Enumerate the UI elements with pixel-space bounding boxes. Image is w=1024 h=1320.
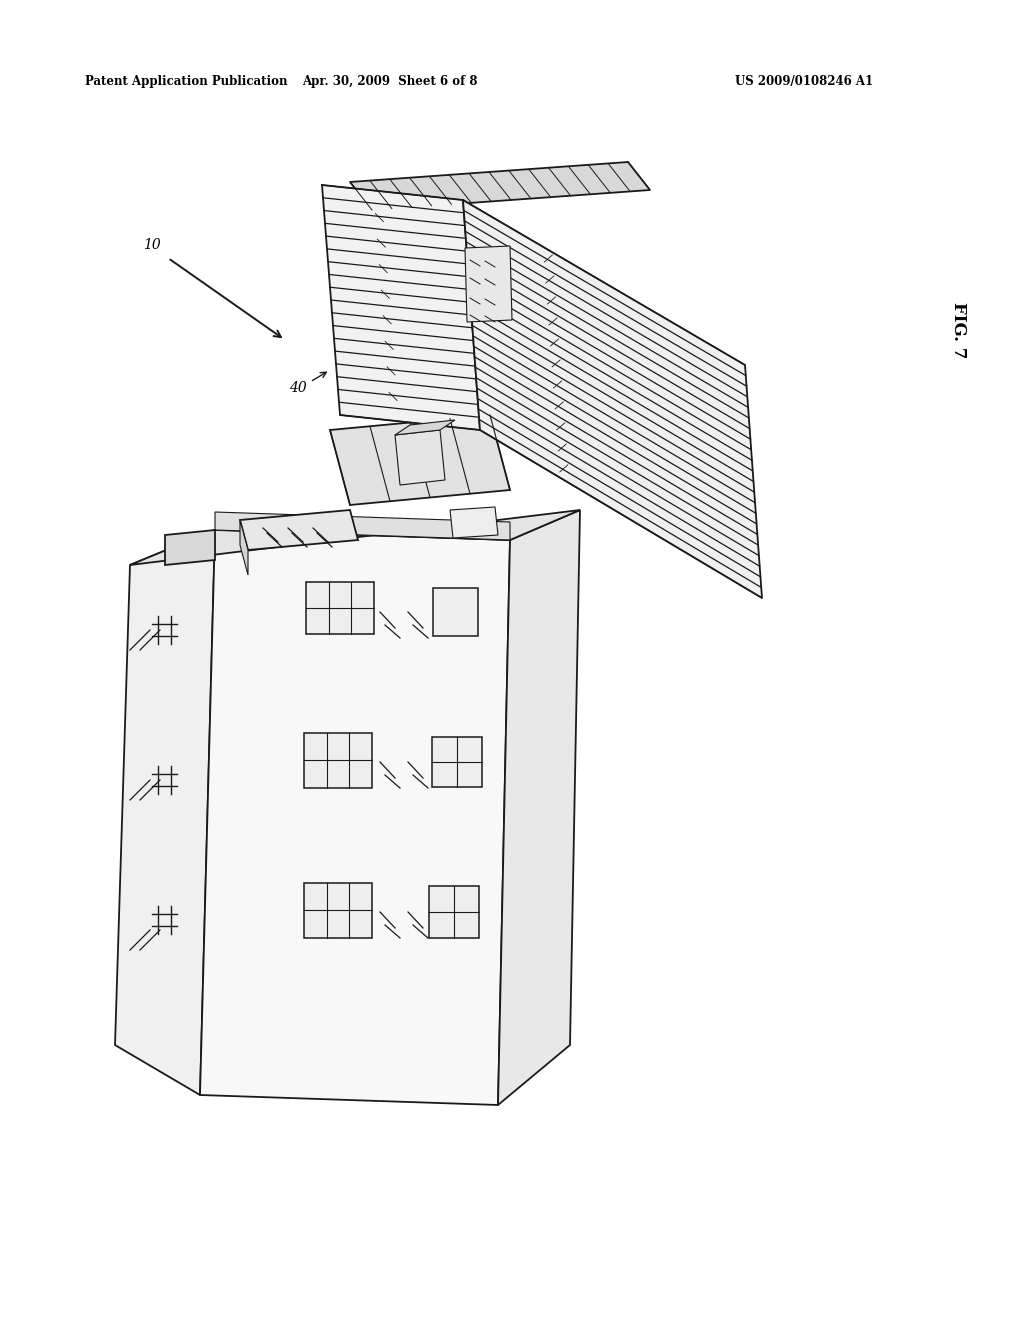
Text: Apr. 30, 2009  Sheet 6 of 8: Apr. 30, 2009 Sheet 6 of 8 — [302, 75, 478, 88]
Polygon shape — [240, 510, 358, 550]
Polygon shape — [498, 510, 580, 1105]
Bar — [306, 582, 374, 634]
Bar — [432, 587, 477, 636]
Polygon shape — [395, 420, 455, 436]
Text: FIG. 7: FIG. 7 — [949, 302, 967, 358]
Polygon shape — [240, 520, 248, 576]
Polygon shape — [215, 512, 510, 540]
Text: 60: 60 — [679, 503, 697, 517]
Polygon shape — [115, 531, 215, 1096]
Text: 30: 30 — [346, 288, 364, 302]
Polygon shape — [463, 201, 762, 598]
Bar — [432, 737, 482, 787]
Polygon shape — [130, 510, 580, 565]
Bar — [304, 883, 372, 937]
Text: 20: 20 — [674, 447, 692, 462]
Polygon shape — [395, 430, 445, 484]
Polygon shape — [350, 162, 650, 210]
Polygon shape — [200, 531, 510, 1105]
Text: 50: 50 — [674, 393, 692, 407]
Polygon shape — [165, 531, 215, 565]
Bar — [304, 733, 372, 788]
Text: 40: 40 — [289, 381, 307, 395]
Polygon shape — [330, 414, 510, 506]
Text: US 2009/0108246 A1: US 2009/0108246 A1 — [735, 75, 873, 88]
Bar — [429, 886, 479, 939]
Text: Patent Application Publication: Patent Application Publication — [85, 75, 288, 88]
Polygon shape — [322, 185, 480, 430]
Polygon shape — [450, 507, 498, 539]
Polygon shape — [465, 246, 512, 322]
Text: 10: 10 — [143, 238, 161, 252]
